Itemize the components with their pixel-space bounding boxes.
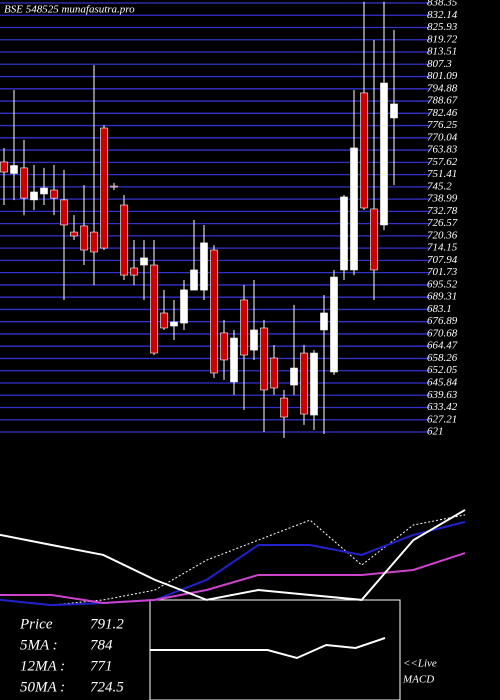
indicator-line: [0, 520, 466, 607]
y-tick-label: 794.88: [427, 82, 458, 94]
y-tick-label: 652.05: [427, 364, 458, 376]
candle-body: [260, 327, 268, 391]
y-tick-label: 825.93: [427, 21, 458, 33]
y-tick-label: 770.04: [427, 131, 458, 143]
candle-body: [340, 196, 348, 271]
candle-body: [240, 299, 248, 356]
candle-body: [210, 249, 218, 374]
y-tick-label: 627.21: [427, 413, 457, 425]
candle-body: [220, 332, 228, 361]
candle-body: [320, 312, 328, 331]
y-tick-label: 658.26: [427, 352, 458, 364]
y-tick-label: 801.09: [427, 70, 458, 82]
y-tick-label: 639.63: [427, 389, 458, 401]
y-tick-label: 788.67: [427, 95, 458, 107]
candle-body: [280, 397, 288, 418]
candle-body: [390, 103, 398, 119]
candle-body: [60, 199, 68, 226]
candle-body: [20, 167, 28, 199]
y-tick-label: 763.83: [427, 144, 458, 156]
candle-body: [140, 257, 148, 266]
live-label: <<Live: [403, 658, 437, 670]
candle-body: [120, 204, 128, 276]
y-tick-label: 720.36: [427, 229, 458, 241]
y-tick-label: 664.47: [427, 340, 458, 352]
candle-body: [380, 82, 388, 226]
candle-body: [310, 352, 318, 416]
candle-body: [150, 264, 158, 354]
candle-body: [180, 289, 188, 324]
stat-label: 50MA :: [20, 679, 65, 695]
candle-body: [70, 231, 78, 237]
candle-body: [80, 225, 88, 251]
candle-body: [110, 185, 118, 188]
y-tick-label: 745.2: [427, 180, 452, 192]
candle-body: [330, 276, 338, 373]
stat-label: 5MA :: [20, 637, 58, 653]
chart-title: BSE 548525 munafasutra.pro: [4, 4, 135, 16]
y-tick-label: 807.3: [427, 58, 452, 70]
indicator-line: [0, 552, 466, 605]
y-tick-label: 714.15: [427, 242, 458, 254]
candle-body: [190, 269, 198, 291]
y-tick-label: 738.99: [427, 193, 458, 205]
stat-value: 724.5: [90, 679, 124, 695]
candle-body: [130, 267, 138, 276]
stat-value: 791.2: [90, 616, 124, 632]
y-tick-label: 732.78: [427, 205, 458, 217]
y-tick-label: 813.51: [427, 46, 457, 58]
macd-title: MACD: [402, 674, 434, 686]
indicator-line: [150, 637, 386, 660]
y-tick-label: 633.42: [427, 401, 458, 413]
y-tick-label: 645.84: [427, 377, 458, 389]
y-tick-label: 707.94: [427, 254, 458, 266]
candle-body: [160, 312, 168, 329]
y-tick-label: 751.41: [427, 168, 457, 180]
y-tick-label: 757.62: [427, 156, 458, 168]
stat-label: 12MA :: [20, 658, 65, 674]
y-tick-label: 695.52: [427, 278, 458, 290]
candle-body: [370, 208, 378, 271]
y-tick-label: 838.35: [427, 0, 458, 9]
y-tick-label: 683.1: [427, 303, 452, 315]
candle-body: [360, 92, 368, 209]
candle-body: [50, 189, 58, 199]
candle-body: [350, 147, 358, 271]
stat-value: 771: [90, 658, 113, 674]
candle-body: [40, 187, 48, 195]
y-tick-label: 701.73: [427, 266, 458, 278]
candle-body: [30, 191, 38, 201]
y-tick-label: 819.72: [427, 33, 458, 45]
candle-body: [200, 242, 208, 291]
y-tick-label: 776.25: [427, 119, 458, 131]
stat-label: Price: [19, 616, 53, 632]
candle-body: [300, 352, 308, 415]
y-tick-label: 689.31: [427, 291, 457, 303]
y-tick-label: 676.89: [427, 315, 458, 327]
y-tick-label: 782.46: [427, 107, 458, 119]
candle-body: [100, 127, 108, 249]
y-tick-label: 832.14: [427, 9, 458, 21]
candle-body: [0, 161, 8, 173]
y-tick-label: 726.57: [427, 217, 458, 229]
y-tick-label: 670.68: [427, 327, 458, 339]
candle-body: [270, 357, 278, 389]
stat-value: 784: [90, 637, 113, 653]
candle-body: [170, 321, 178, 327]
y-tick-label: 621: [427, 426, 444, 438]
candle-body: [90, 231, 98, 253]
candle-body: [230, 337, 238, 383]
indicator-line: [0, 509, 466, 601]
candle-body: [10, 165, 18, 174]
candle-body: [250, 329, 258, 351]
candle-body: [290, 367, 298, 386]
